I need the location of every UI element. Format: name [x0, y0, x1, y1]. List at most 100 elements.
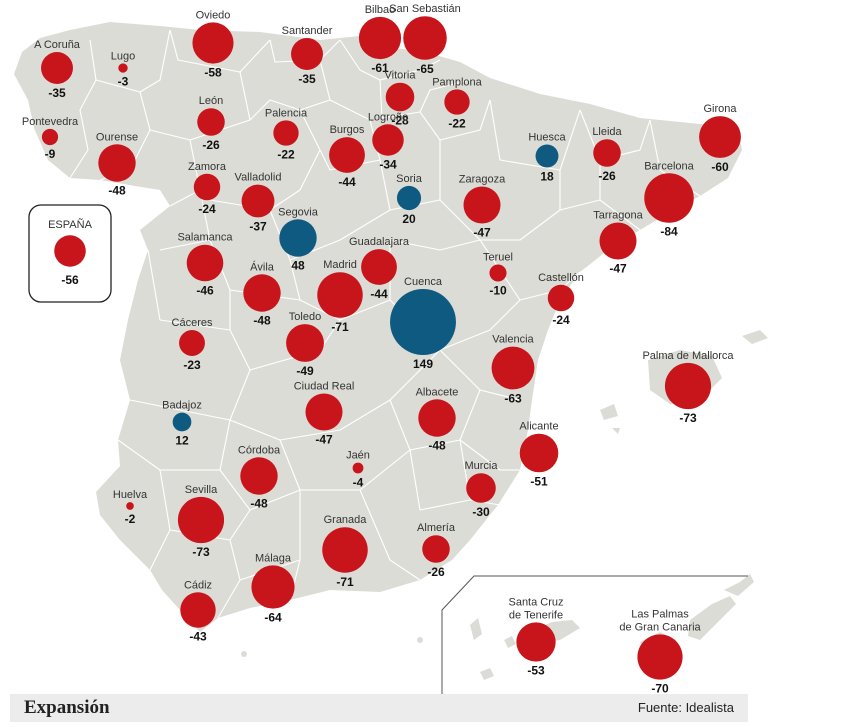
city-bubble [516, 622, 556, 662]
menorca-land [742, 330, 768, 344]
city-value-label: -23 [183, 358, 201, 372]
city-bubble [403, 16, 447, 60]
city-marker-teruel: Teruel -10 [483, 251, 513, 297]
city-bubble [197, 108, 225, 136]
city-marker-ciudad-real: Ciudad Real -47 [294, 380, 355, 446]
city-name-label: Valladolid [235, 172, 282, 184]
city-name-label: Palencia [265, 107, 308, 119]
city-value-label: -71 [336, 575, 354, 589]
city-marker-murcia: Murcia -30 [464, 460, 498, 519]
city-marker-cordoba: Córdoba -48 [238, 444, 281, 510]
city-marker-madrid: Madrid -71 [317, 259, 363, 334]
city-bubble [118, 63, 128, 73]
city-bubble [186, 244, 224, 282]
city-bubble [179, 330, 205, 356]
city-value-label: -10 [489, 284, 507, 298]
city-bubble [177, 496, 225, 544]
city-bubble [322, 527, 368, 573]
city-name-label: San Sebastián [389, 3, 461, 15]
city-marker-leon: León -26 [197, 95, 225, 152]
city-name-label: Burgos [330, 124, 365, 136]
spain-summary-value: -56 [61, 273, 79, 287]
city-marker-malaga: Málaga -64 [251, 552, 295, 625]
city-marker-barcelona: Barcelona -84 [644, 160, 694, 238]
city-bubble [361, 249, 397, 285]
city-name-label: Vitoria [385, 70, 417, 82]
city-marker-pamplona: Pamplona -22 [432, 76, 482, 130]
city-marker-segovia: Segovia 48 [278, 206, 319, 272]
city-value-label: -70 [651, 682, 669, 696]
city-marker-valencia: Valencia -63 [491, 334, 535, 405]
city-marker-logrono: Logroño -34 [368, 111, 408, 171]
city-bubble [699, 116, 741, 158]
canarias-inset-frame [441, 575, 748, 695]
city-value-label: -48 [253, 314, 271, 328]
city-name-label: Lugo [111, 50, 135, 62]
city-name-label: Palma de Mallorca [642, 350, 734, 362]
city-value-label: -58 [204, 66, 222, 80]
city-name-label: Segovia [278, 206, 319, 218]
city-bubble [273, 120, 299, 146]
city-name-label: Las Palmas de Gran Canaria [619, 608, 701, 633]
city-value-label: -22 [448, 117, 466, 131]
canarias-fuerteventura [688, 596, 736, 640]
city-bubble [251, 565, 295, 609]
city-value-label: 48 [291, 259, 305, 273]
city-name-label: Jaén [346, 450, 370, 462]
city-bubble [180, 592, 216, 628]
city-value-label: -47 [315, 433, 333, 447]
city-name-label: Huelva [113, 489, 148, 501]
city-value-label: -44 [338, 175, 356, 189]
city-value-label: -46 [196, 283, 214, 297]
city-bubble [489, 264, 507, 282]
city-value-label: -47 [609, 262, 627, 276]
city-value-label: -34 [379, 158, 397, 172]
city-value-label: -71 [331, 320, 349, 334]
city-value-label: -47 [473, 226, 491, 240]
city-marker-badajoz: Badajoz 12 [162, 400, 202, 448]
city-value-label: 149 [413, 357, 433, 371]
city-bubble [444, 89, 470, 115]
ibiza-land [600, 404, 618, 420]
city-marker-santa-cruz-de-tenerife: Santa Cruz de Tenerife -53 [508, 596, 563, 677]
city-name-label: Ourense [96, 131, 138, 143]
city-bubble [240, 457, 278, 495]
city-value-label: -64 [264, 611, 282, 625]
city-name-label: Cáceres [172, 317, 213, 329]
city-name-label: Valencia [492, 334, 534, 346]
city-name-label: A Coruña [34, 39, 81, 51]
spain-summary-bubble [54, 235, 86, 267]
city-name-label: Granada [324, 514, 368, 526]
city-marker-santander: Santander -35 [282, 25, 333, 86]
city-bubble [644, 173, 694, 223]
spain-summary-label: ESPAÑA [48, 218, 92, 231]
city-marker-almeria: Almería -26 [417, 522, 456, 579]
city-name-label: Logroño [368, 111, 408, 123]
city-value-label: -63 [504, 391, 522, 405]
city-marker-burgos: Burgos -44 [329, 124, 365, 189]
city-bubble [358, 16, 402, 60]
city-bubble [126, 502, 134, 510]
city-marker-san-sebastian: San Sebastián -65 [389, 3, 461, 76]
city-bubble [664, 362, 712, 410]
city-marker-vitoria: Vitoria -28 [385, 70, 417, 128]
city-value-label: -3 [118, 75, 129, 89]
city-marker-jaen: Jaén -4 [346, 450, 370, 490]
city-marker-tarragona: Tarragona -47 [593, 209, 643, 275]
city-bubble [372, 124, 404, 156]
city-bubble [422, 535, 450, 563]
city-bubble [192, 22, 234, 64]
ceuta-land [241, 651, 247, 657]
city-bubble [41, 128, 59, 146]
city-bubble [547, 284, 575, 312]
city-marker-palencia: Palencia -22 [265, 107, 308, 161]
city-name-label: Badajoz [162, 400, 202, 412]
city-bubble [385, 82, 415, 112]
canarias-lapalma [470, 618, 482, 640]
city-value-label: -48 [428, 439, 446, 453]
city-bubble [172, 412, 192, 432]
city-name-label: Pontevedra [22, 116, 79, 128]
city-bubble [317, 272, 363, 318]
city-marker-lleida: Lleida -26 [592, 126, 622, 183]
